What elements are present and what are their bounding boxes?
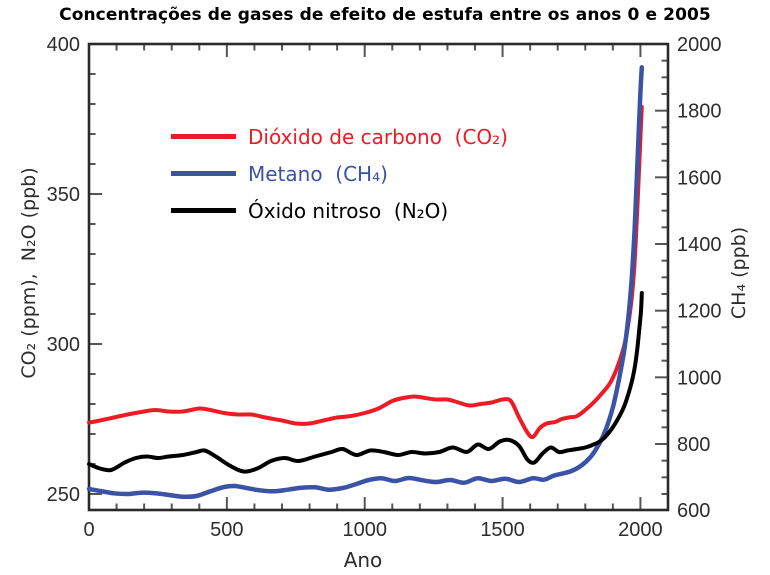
y-axis-label-left: CO₂ (ppm), N₂O (ppb) bbox=[18, 167, 40, 379]
left-tick-label: 350 bbox=[47, 184, 80, 206]
right-tick-label: 800 bbox=[677, 434, 710, 456]
left-tick-label: 300 bbox=[47, 334, 80, 356]
x-tick-label: 1500 bbox=[480, 519, 525, 541]
left-tick-label: 250 bbox=[47, 484, 80, 506]
legend-swatch-co2 bbox=[171, 134, 236, 139]
right-tick-label: 1000 bbox=[677, 367, 722, 389]
legend-label-ch4: Metano (CH₄) bbox=[248, 161, 388, 186]
legend-item-n2o: Óxido nitroso (N₂O) bbox=[171, 192, 508, 229]
series-line-n2o bbox=[87, 291, 644, 474]
x-tick-label: 1000 bbox=[342, 519, 387, 541]
right-tick-label: 1200 bbox=[677, 301, 722, 323]
right-tick-label: 1600 bbox=[677, 167, 722, 189]
x-tick-label: 500 bbox=[210, 519, 243, 541]
series-line-ch4 bbox=[86, 65, 645, 500]
series-line-co2 bbox=[87, 105, 644, 440]
x-tick-label: 2000 bbox=[618, 519, 663, 541]
left-tick-label: 400 bbox=[47, 34, 80, 56]
legend-swatch-ch4 bbox=[171, 171, 236, 176]
right-tick-label: 1400 bbox=[677, 234, 722, 256]
plot-frame bbox=[87, 42, 670, 512]
x-tick-label: 0 bbox=[83, 519, 94, 541]
chart-title: Concentrações de gases de efeito de estu… bbox=[59, 5, 711, 25]
legend-item-co2: Dióxido de carbono (CO₂) bbox=[171, 118, 508, 155]
right-tick-label: 600 bbox=[677, 500, 710, 522]
legend-label-n2o: Óxido nitroso (N₂O) bbox=[248, 198, 449, 223]
x-axis-label: Ano bbox=[343, 548, 383, 572]
legend-swatch-n2o bbox=[171, 208, 236, 213]
right-tick-label: 1800 bbox=[677, 101, 722, 123]
legend-item-ch4: Metano (CH₄) bbox=[171, 155, 508, 192]
y-axis-label-right: CH₄ (ppb) bbox=[728, 226, 750, 320]
legend-label-co2: Dióxido de carbono (CO₂) bbox=[248, 124, 508, 149]
legend: Dióxido de carbono (CO₂) Metano (CH₄) Óxid… bbox=[171, 118, 508, 229]
right-tick-label: 2000 bbox=[677, 34, 722, 56]
